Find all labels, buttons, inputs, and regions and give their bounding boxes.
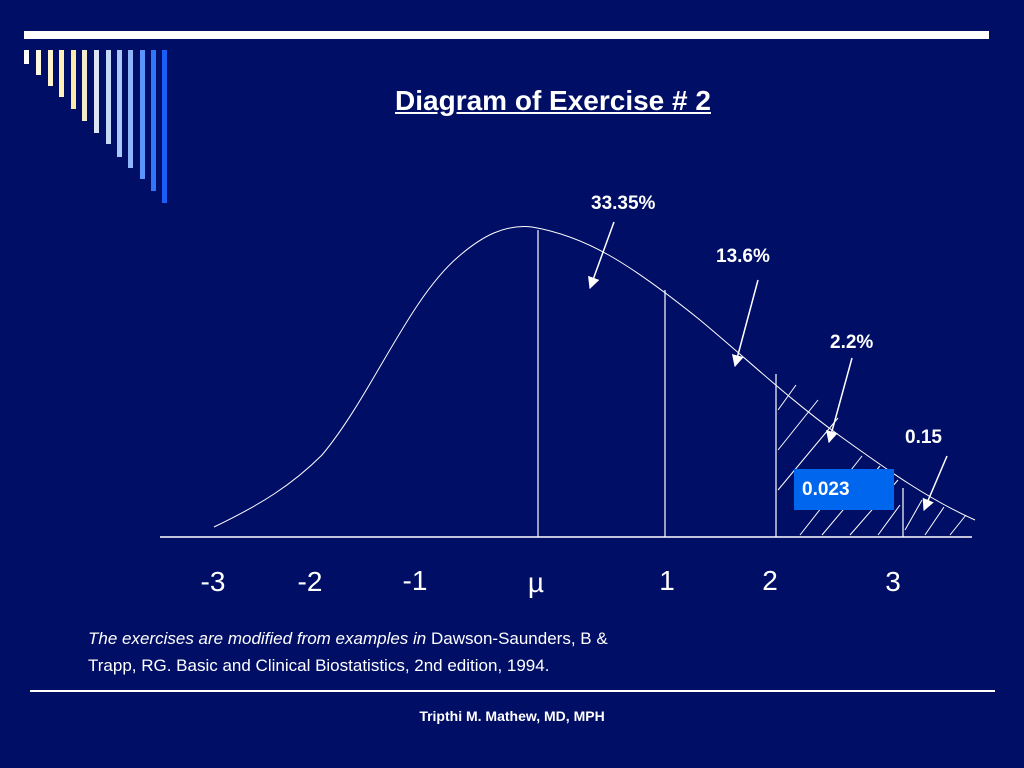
axis-label-minus-3: -3 [201,566,226,597]
top-rule [24,31,989,39]
arrow-beyond-3 [922,455,948,512]
value-box-text: 0.023 [802,479,850,500]
source-note: The exercises are modified from examples… [88,625,788,679]
hatch-band-beyond-3 [904,499,967,536]
footer-author: Tripthi M. Mathew, MD, MPH [419,708,605,724]
axis-label-3: 3 [885,566,901,597]
value-box: 0.023 [794,469,894,510]
axis-label-2: 2 [762,565,778,596]
label-band-mu-to-1: 33.35% [591,193,656,214]
label-beyond-3: 0.15 [905,427,942,448]
arrow-2-to-3 [826,357,853,444]
source-line2: Trapp, RG. Basic and Clinical Biostatist… [88,656,550,675]
axis-label-1: 1 [659,565,675,596]
axis-label-minus-2: -2 [298,566,323,597]
axis-label-minus-1: -1 [403,565,428,596]
arrow-1-to-2 [731,279,759,368]
label-band-1-to-2: 13.6% [716,246,770,267]
label-band-2-to-3: 2.2% [830,332,873,353]
slide-title: Diagram of Exercise # 2 [395,85,711,116]
bell-curve [213,226,976,528]
bottom-rule [30,690,995,692]
arrow-mu-to-1 [588,221,615,290]
axis-label-mu: µ [528,567,544,598]
source-italic: The exercises are modified from examples… [88,629,431,648]
source-line1: Dawson-Saunders, B & [430,629,608,648]
